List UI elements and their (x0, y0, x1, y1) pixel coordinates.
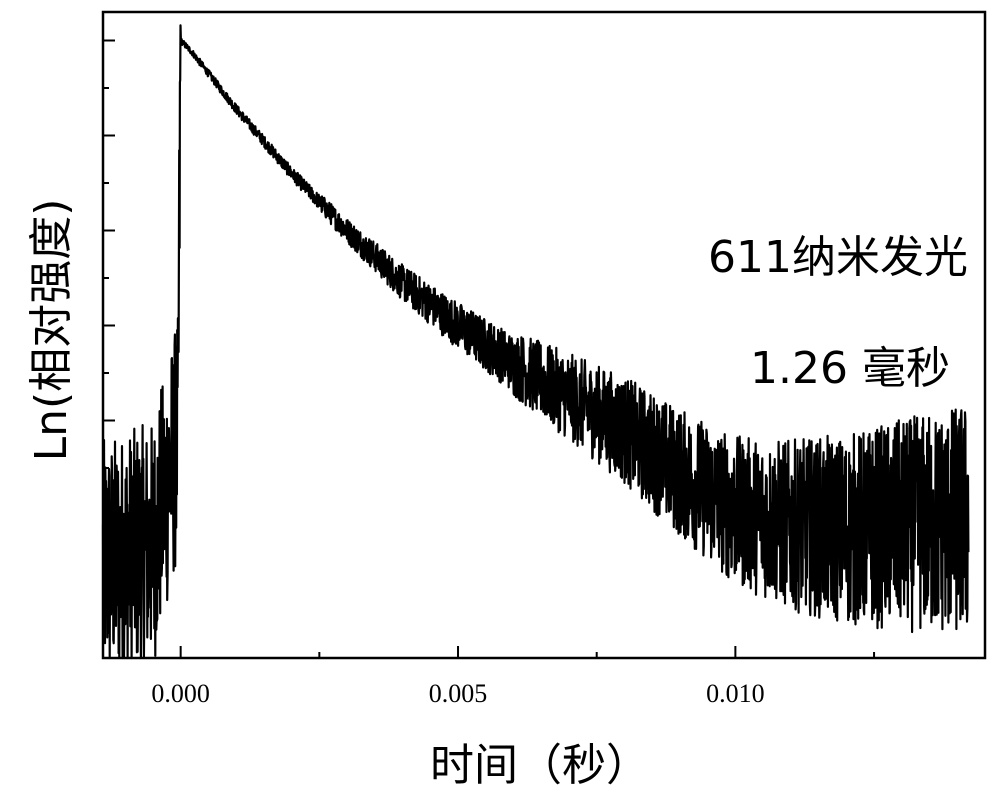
annotation-lifetime: 1.26 毫秒 (750, 343, 950, 394)
series-line (101, 24, 970, 660)
annotation-wavelength: 611纳米发光 (708, 232, 968, 283)
x-tick-label: 0.005 (429, 679, 488, 708)
y-axis (103, 39, 115, 612)
plot-frame (101, 10, 987, 660)
plot-border (101, 10, 987, 660)
y-axis-title: Ln(相对强度) (26, 199, 77, 462)
x-axis: 0.000 0.005 0.010 (151, 646, 876, 708)
x-tick-label: 0.000 (151, 679, 210, 708)
x-tick-label: 0.010 (706, 679, 765, 708)
x-axis-title: 时间（秒） (430, 740, 650, 786)
